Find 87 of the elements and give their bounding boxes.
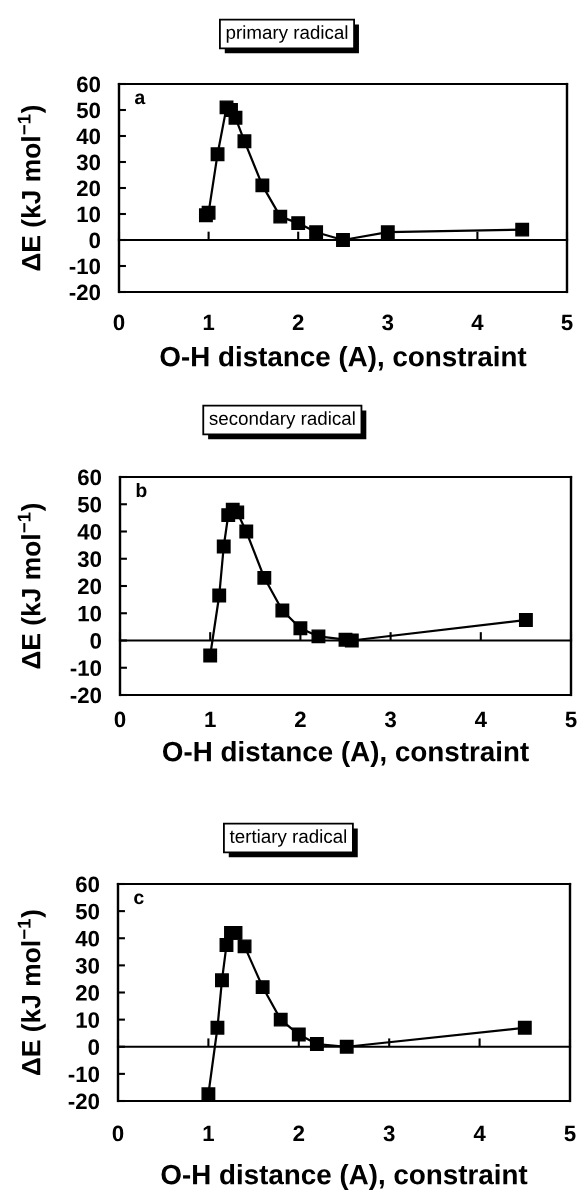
point [255, 178, 270, 193]
point [344, 633, 359, 648]
point [210, 147, 225, 162]
point [309, 225, 324, 240]
y-tick-label: 0 [88, 1039, 100, 1056]
x-tick-label: 2 [293, 1125, 305, 1142]
x-axis-title: O-H distance (A), constraint [160, 346, 527, 372]
point [257, 570, 272, 585]
y-tick-label: -20 [70, 687, 102, 704]
y-tick-label: 10 [78, 605, 102, 622]
point [216, 539, 231, 554]
y-tick-label: 40 [77, 524, 102, 540]
point [309, 1037, 324, 1051]
x-tick-label: 5 [564, 1125, 576, 1142]
point [237, 134, 252, 149]
point [239, 524, 254, 539]
y-tick-label: -10 [70, 660, 102, 677]
y-axis-title: ΔE (kJ mol$^{−1}$) [17, 503, 46, 669]
x-tick-label: 4 [473, 1125, 486, 1142]
chart-title: tertiary radical [229, 829, 347, 847]
point [210, 1020, 225, 1035]
x-tick-label: 5 [561, 314, 573, 331]
x-tick-label: 3 [384, 711, 396, 728]
y-tick-label: 20 [77, 180, 101, 197]
point [336, 233, 350, 247]
y-tick-label: -20 [68, 1093, 100, 1110]
point [515, 222, 530, 237]
y-tick-label: -10 [69, 258, 101, 275]
x-tick-label: 4 [474, 711, 487, 728]
annotation: b [136, 482, 147, 498]
x-tick-label: 5 [565, 711, 577, 728]
point [215, 973, 229, 988]
x-tick-label: 0 [112, 1125, 124, 1142]
point [273, 1012, 288, 1027]
y-tick-label: -20 [69, 284, 101, 301]
y-tick-label: 10 [77, 206, 101, 223]
y-tick-label: 60 [76, 876, 100, 893]
y-tick-label: 20 [78, 578, 102, 595]
x-tick-label: 3 [383, 1125, 395, 1142]
y-tick-label: 60 [77, 76, 101, 93]
point [291, 216, 306, 231]
y-tick-label: 30 [77, 551, 102, 568]
point [273, 209, 288, 224]
point [311, 629, 326, 644]
chart-title: primary radical [226, 25, 348, 43]
y-tick-label: 50 [77, 496, 102, 513]
y-tick-label: 50 [76, 102, 101, 119]
y-tick-label: 30 [76, 154, 101, 171]
x-axis-title: O-H distance (A), constraint [161, 1164, 528, 1190]
point [517, 1020, 532, 1035]
point [380, 225, 395, 240]
y-tick-label: 20 [76, 985, 100, 1001]
y-tick-label: -10 [68, 1066, 100, 1083]
annotation: a [134, 93, 146, 105]
y-tick-label: 40 [75, 930, 100, 947]
x-tick-label: 2 [294, 711, 306, 728]
x-tick-label: 1 [203, 1125, 214, 1142]
chart-title: secondary radical [209, 411, 355, 429]
y-axis-title: ΔE (kJ mol$^{−1}$) [17, 910, 46, 1076]
point [339, 1039, 354, 1054]
x-tick-label: 0 [114, 711, 126, 728]
point [237, 939, 252, 954]
x-tick-label: 3 [382, 314, 394, 331]
point [255, 980, 270, 995]
y-tick-label: 30 [75, 957, 100, 974]
point [275, 603, 290, 618]
point [291, 1027, 306, 1042]
y-tick-label: 40 [76, 128, 101, 145]
y-tick-label: 50 [75, 903, 100, 920]
point [201, 1087, 216, 1102]
y-tick-label: 10 [76, 1012, 100, 1028]
x-tick-label: 4 [471, 314, 484, 331]
x-tick-label: 0 [113, 314, 125, 331]
y-axis-title: ΔE (kJ mol$^{−1}$) [17, 105, 46, 271]
x-axis-title: O-H distance (A), constraint [162, 741, 529, 767]
x-tick-label: 1 [203, 314, 215, 331]
y-tick-label: 0 [90, 633, 102, 649]
point [203, 648, 218, 663]
point [212, 588, 227, 603]
y-tick-label: 60 [78, 469, 102, 486]
y-tick-label: 0 [89, 232, 101, 249]
point [518, 613, 533, 628]
x-tick-label: 1 [205, 711, 216, 728]
x-tick-label: 2 [292, 314, 304, 331]
point [228, 110, 243, 125]
point [293, 621, 308, 636]
annotation: c [134, 893, 144, 905]
